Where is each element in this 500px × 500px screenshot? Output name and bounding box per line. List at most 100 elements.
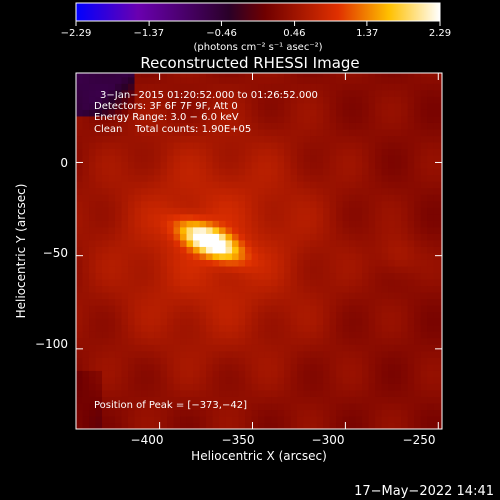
heatmap-cell [258, 318, 266, 326]
heatmap-cell [238, 318, 246, 326]
heatmap-cell [342, 259, 350, 267]
heatmap-cell [141, 278, 149, 287]
heatmap-cell [349, 73, 357, 78]
heatmap-cell [362, 96, 370, 104]
heatmap-cell [115, 102, 123, 110]
heatmap-cell [160, 331, 168, 339]
heatmap-cell [245, 187, 253, 195]
heatmap-cell [342, 155, 350, 163]
heatmap-cell [212, 148, 220, 156]
heatmap-cell [329, 337, 337, 345]
heatmap-cell [440, 357, 442, 365]
heatmap-cell [323, 135, 331, 143]
heatmap-cell [134, 76, 142, 84]
heatmap-cell [290, 233, 298, 241]
heatmap-cell [154, 298, 162, 306]
heatmap-cell [173, 278, 181, 287]
heatmap-cell [238, 76, 246, 84]
heatmap-cell [225, 122, 233, 130]
heatmap-cell [199, 174, 207, 182]
heatmap-cell [128, 272, 136, 280]
heatmap-cell [219, 272, 227, 280]
heatmap-cell [284, 278, 292, 287]
heatmap-cell [219, 344, 227, 352]
heatmap-cell [76, 194, 84, 202]
heatmap-cell [219, 409, 227, 417]
heatmap-cell [381, 200, 389, 208]
heatmap-cell [427, 76, 435, 84]
heatmap-cell [206, 331, 214, 339]
heatmap-cell [355, 305, 363, 313]
heatmap-cell [303, 148, 311, 156]
heatmap-cell [401, 298, 409, 306]
heatmap-cell [290, 363, 298, 371]
heatmap-cell [160, 402, 168, 411]
heatmap-cell [95, 135, 103, 143]
heatmap-cell [212, 363, 220, 371]
heatmap-cell [167, 389, 175, 397]
heatmap-cell [427, 305, 435, 313]
heatmap-cell [147, 259, 155, 267]
heatmap-cell [316, 285, 324, 293]
heatmap-cell [147, 73, 155, 78]
heatmap-cell [245, 285, 253, 293]
heatmap-cell [258, 200, 266, 208]
heatmap-cell [427, 220, 435, 228]
heatmap-cell [401, 141, 409, 150]
heatmap-cell [342, 233, 350, 241]
heatmap-cell [355, 226, 363, 234]
heatmap-cell [141, 292, 149, 300]
heatmap-cell [219, 278, 227, 287]
heatmap-cell [368, 337, 376, 345]
heatmap-cell [134, 128, 142, 137]
heatmap-cell [264, 376, 272, 384]
heatmap-cell [134, 402, 142, 411]
heatmap-cell [141, 324, 149, 332]
heatmap-cell [186, 128, 194, 137]
heatmap-cell [433, 396, 441, 404]
heatmap-cell [258, 252, 266, 260]
heatmap-cell [427, 331, 435, 339]
heatmap-cell [401, 220, 409, 228]
heatmap-cell [115, 278, 123, 287]
heatmap-cell [173, 174, 181, 182]
heatmap-cell [154, 194, 162, 202]
heatmap-cell [76, 239, 84, 247]
heatmap-cell [375, 200, 383, 208]
heatmap-cell [368, 213, 376, 221]
heatmap-cell [219, 194, 227, 202]
heatmap-cell [180, 187, 188, 195]
heatmap-cell [355, 344, 363, 352]
heatmap-cell [427, 292, 435, 300]
heatmap-cell [76, 174, 84, 182]
heatmap-cell [258, 89, 266, 97]
heatmap-cell [199, 155, 207, 163]
heatmap-cell [368, 298, 376, 306]
heatmap-cell [407, 370, 415, 378]
heatmap-cell [89, 278, 97, 287]
heatmap-cell [225, 207, 233, 215]
heatmap-cell [180, 76, 188, 84]
heatmap-cell [245, 174, 253, 182]
heatmap-cell [212, 337, 220, 345]
heatmap-cell [160, 252, 168, 260]
heatmap-cell [115, 73, 123, 78]
heatmap-cell [381, 298, 389, 306]
heatmap-cell [108, 187, 116, 195]
heatmap-cell [258, 402, 266, 411]
heatmap-cell [329, 207, 337, 215]
heatmap-cell [258, 73, 266, 78]
heatmap-cell [128, 207, 136, 215]
heatmap-cell [388, 200, 396, 208]
heatmap-cell [193, 409, 201, 417]
heatmap-cell [238, 278, 246, 287]
heatmap-cell [342, 298, 350, 306]
heatmap-cell [108, 305, 116, 313]
heatmap-cell [76, 422, 84, 429]
heatmap-cell [186, 259, 194, 267]
heatmap-cell [141, 83, 149, 91]
heatmap-cell [271, 161, 279, 169]
heatmap-cell [284, 246, 292, 254]
heatmap-cell [147, 128, 155, 137]
heatmap-cell [134, 220, 142, 228]
